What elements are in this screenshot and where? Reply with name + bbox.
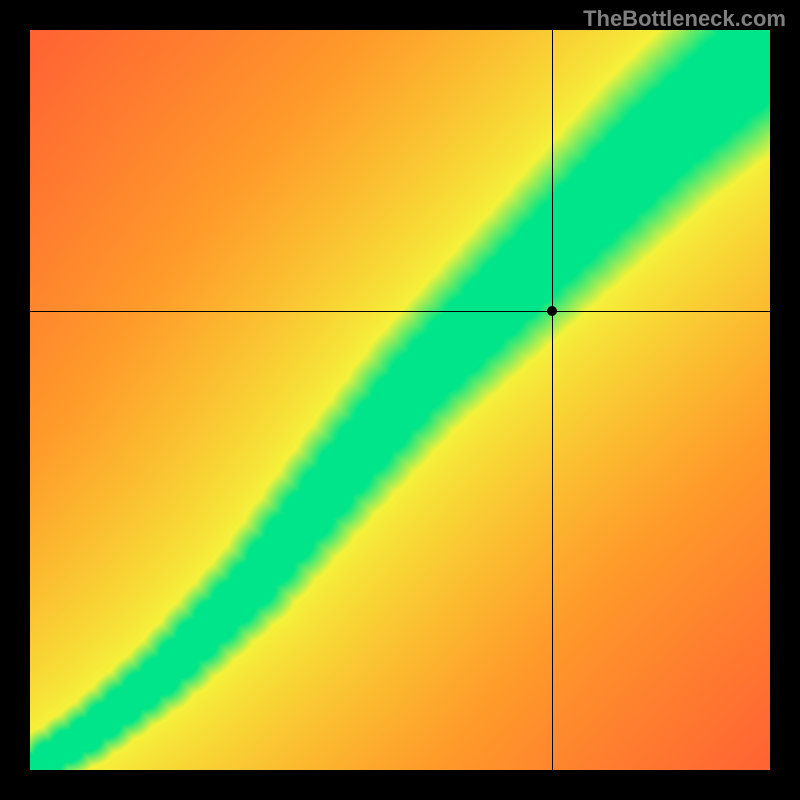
crosshair-horizontal — [30, 311, 770, 312]
crosshair-vertical — [552, 30, 553, 770]
marker-point — [547, 306, 557, 316]
watermark-text: TheBottleneck.com — [583, 6, 786, 32]
heatmap-canvas — [30, 30, 770, 770]
heatmap-chart — [30, 30, 770, 770]
